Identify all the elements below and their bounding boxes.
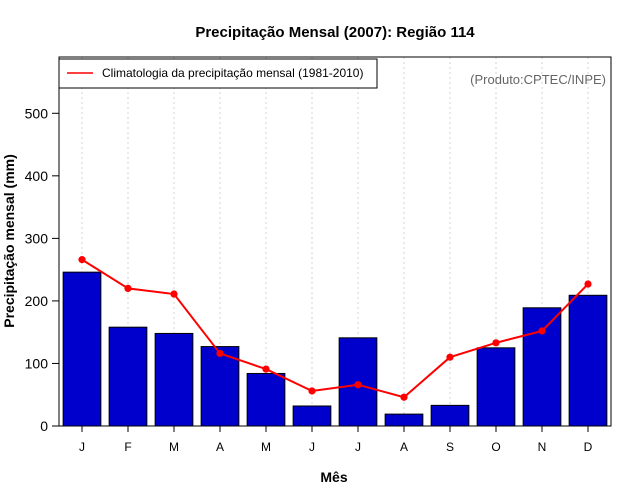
climatology-point-5 (262, 365, 270, 373)
climatology-point-7 (354, 381, 362, 389)
bar-1 (62, 271, 102, 427)
bar-4 (200, 346, 240, 427)
y-tick-label: 400 (25, 168, 49, 184)
x-tick-label: M (169, 440, 179, 454)
climatology-line (81, 258, 589, 399)
bar-2 (108, 326, 148, 427)
climatology-point-6 (308, 387, 316, 395)
plot-frame (58, 56, 612, 427)
x-tick-label: A (216, 440, 224, 454)
x-tick-label: D (584, 440, 593, 454)
bar-9 (430, 404, 470, 427)
x-tick-label: J (355, 440, 361, 454)
x-tick-label: O (491, 440, 500, 454)
bar-8 (384, 413, 424, 427)
climatology-point-1 (78, 256, 86, 264)
y-tick-label: 200 (25, 293, 49, 309)
bar-6 (292, 405, 332, 427)
x-tick-label: A (400, 440, 408, 454)
x-tick-label: J (79, 440, 85, 454)
climatology-point-12 (584, 280, 592, 288)
climatology-point-11 (538, 327, 546, 335)
x-tick-label: N (538, 440, 547, 454)
y-axis-title: Precipitação mensal (mm) (1, 154, 17, 328)
bar-3 (154, 332, 194, 427)
x-axis-title: Mês (320, 469, 347, 485)
climatology-line-series (78, 256, 592, 401)
bar-series (62, 271, 608, 427)
legend-label: Climatologia da precipitação mensal (198… (102, 66, 363, 80)
chart-title: Precipitação Mensal (2007): Região 114 (195, 24, 475, 41)
bar-10 (476, 347, 516, 427)
bar-11 (522, 307, 562, 427)
x-tick-label: J (309, 440, 315, 454)
climatology-point-2 (124, 284, 132, 293)
y-tick-label: 0 (40, 418, 48, 434)
climatology-point-4 (216, 349, 224, 358)
climatology-point-10 (492, 339, 500, 347)
y-tick-label: 300 (25, 230, 49, 246)
climatology-point-8 (400, 393, 408, 401)
credit-annotation: (Produto:CPTEC/INPE) (470, 72, 606, 87)
x-tick-label: M (261, 440, 271, 454)
y-tick-label: 500 (25, 105, 49, 121)
y-axis: 0 100 200 300 400 500 (25, 105, 59, 434)
climatology-point-3 (170, 290, 178, 298)
y-tick-label: 100 (25, 355, 49, 371)
x-tick-label: S (446, 440, 454, 454)
climatology-point-9 (446, 353, 454, 361)
legend-box (58, 58, 378, 89)
grid (81, 57, 589, 426)
legend: Climatologia da precipitação mensal (198… (58, 58, 378, 89)
x-tick-label: F (124, 440, 131, 454)
bar-5 (246, 372, 286, 427)
bar-12 (568, 294, 608, 427)
